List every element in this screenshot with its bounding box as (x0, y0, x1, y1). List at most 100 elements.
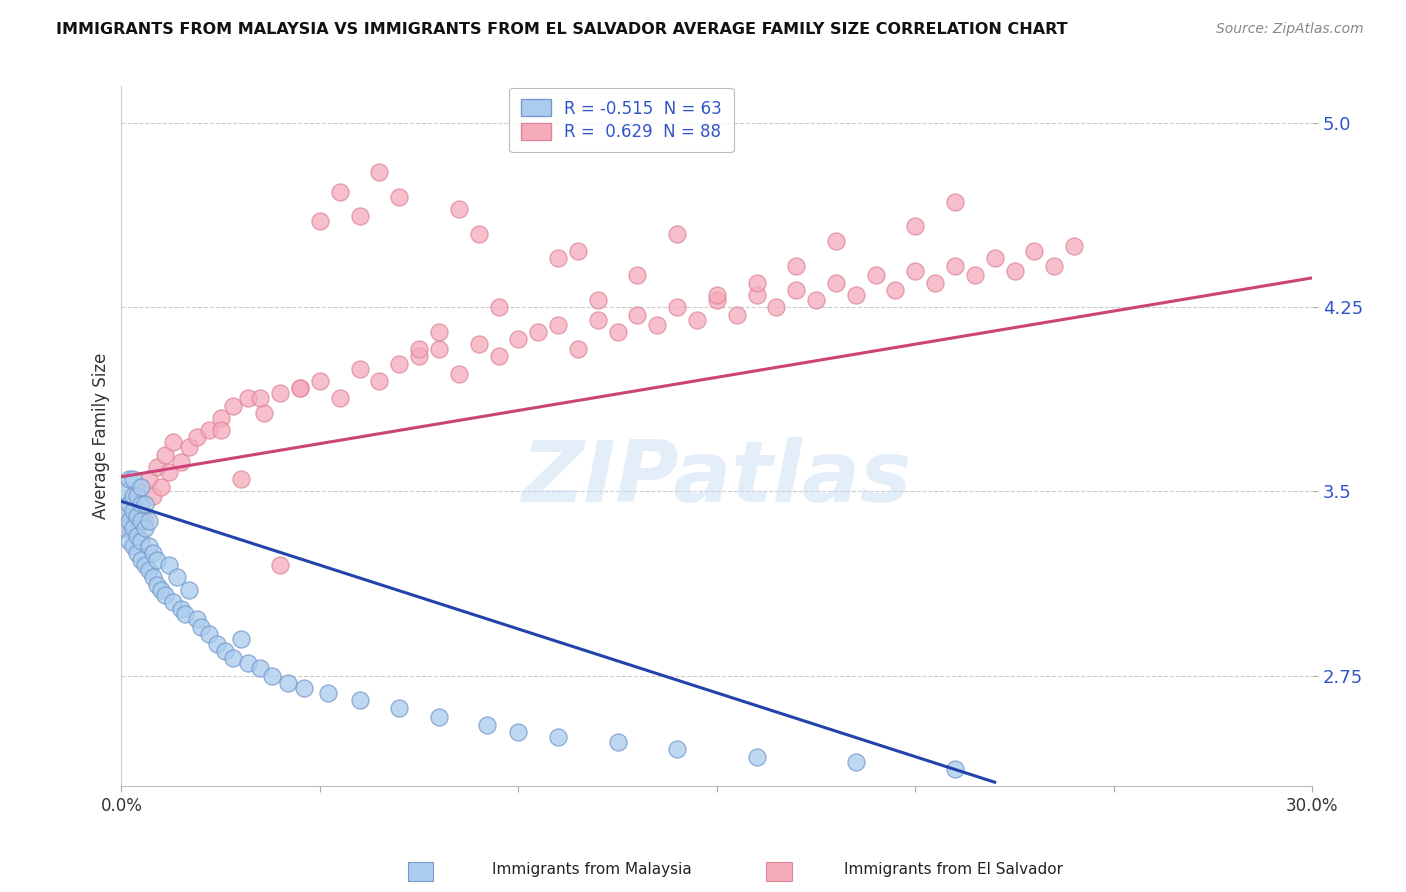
Point (229, 472, 252, 486)
Point (1024, 244, 1046, 258)
Point (138, 539, 160, 553)
Point (666, 301, 689, 315)
Point (288, 381, 311, 395)
Point (804, 293, 827, 307)
Point (606, 735, 628, 749)
Point (904, 219, 927, 234)
Point (122, 472, 145, 486)
Point (349, 361, 371, 376)
Point (329, 185, 352, 199)
Point (427, 325, 450, 339)
Point (349, 210, 371, 224)
Point (706, 288, 728, 302)
Text: ZIPatlas: ZIPatlas (522, 437, 912, 520)
Point (785, 259, 807, 273)
Point (765, 301, 787, 315)
Point (508, 332, 530, 346)
Point (118, 521, 141, 535)
Point (725, 308, 748, 322)
Point (745, 288, 768, 302)
Point (190, 619, 212, 633)
Point (249, 391, 271, 405)
Point (253, 406, 276, 420)
Point (943, 259, 966, 273)
Point (174, 607, 197, 622)
Point (884, 283, 907, 297)
Point (238, 657, 260, 671)
Point (309, 214, 332, 228)
Point (197, 627, 219, 641)
Point (904, 263, 927, 277)
Point (586, 293, 609, 307)
Point (309, 374, 332, 388)
Point (127, 490, 149, 504)
Point (277, 676, 299, 690)
Point (368, 165, 391, 179)
Point (427, 342, 450, 356)
Point (1063, 239, 1085, 253)
Point (329, 391, 352, 405)
Point (170, 455, 193, 469)
Point (142, 490, 165, 504)
Point (209, 423, 232, 437)
Point (129, 480, 152, 494)
Point (825, 276, 848, 290)
Point (269, 558, 291, 573)
Point (626, 308, 648, 322)
Point (186, 612, 208, 626)
Point (467, 227, 489, 241)
Point (118, 472, 141, 486)
Point (865, 268, 887, 283)
Point (943, 762, 966, 776)
Point (221, 651, 243, 665)
Point (129, 504, 152, 518)
Point (508, 725, 530, 739)
Point (162, 435, 184, 450)
Point (150, 480, 173, 494)
Point (606, 325, 628, 339)
Point (170, 602, 193, 616)
Point (209, 410, 232, 425)
Point (488, 301, 510, 315)
Point (262, 668, 284, 682)
Point (388, 700, 411, 714)
Point (221, 399, 243, 413)
Point (408, 342, 430, 356)
Point (162, 595, 184, 609)
Legend: R = -0.515  N = 63, R =  0.629  N = 88: R = -0.515 N = 63, R = 0.629 N = 88 (509, 87, 734, 153)
Point (1004, 263, 1026, 277)
Point (408, 350, 430, 364)
Point (166, 570, 188, 584)
Point (586, 312, 609, 326)
Point (645, 318, 668, 332)
Point (129, 533, 152, 548)
Point (157, 558, 180, 573)
Point (288, 381, 311, 395)
Point (127, 529, 149, 543)
Point (114, 484, 136, 499)
Point (666, 227, 689, 241)
Point (745, 276, 768, 290)
Point (142, 546, 165, 560)
Point (229, 632, 252, 646)
Point (127, 509, 149, 524)
Point (122, 490, 145, 504)
Point (146, 553, 169, 567)
Point (447, 202, 470, 216)
Point (186, 430, 208, 444)
Point (122, 539, 145, 553)
Point (118, 497, 141, 511)
Point (249, 661, 271, 675)
Point (269, 386, 291, 401)
Point (943, 194, 966, 209)
Point (177, 440, 200, 454)
Point (292, 681, 315, 695)
Text: Immigrants from El Salvador: Immigrants from El Salvador (844, 863, 1063, 877)
Point (845, 288, 868, 302)
Text: IMMIGRANTS FROM MALAYSIA VS IMMIGRANTS FROM EL SALVADOR AVERAGE FAMILY SIZE CORR: IMMIGRANTS FROM MALAYSIA VS IMMIGRANTS F… (56, 22, 1069, 37)
Point (666, 742, 689, 756)
Point (845, 755, 868, 769)
Point (924, 276, 946, 290)
Point (785, 283, 807, 297)
Point (983, 252, 1005, 266)
